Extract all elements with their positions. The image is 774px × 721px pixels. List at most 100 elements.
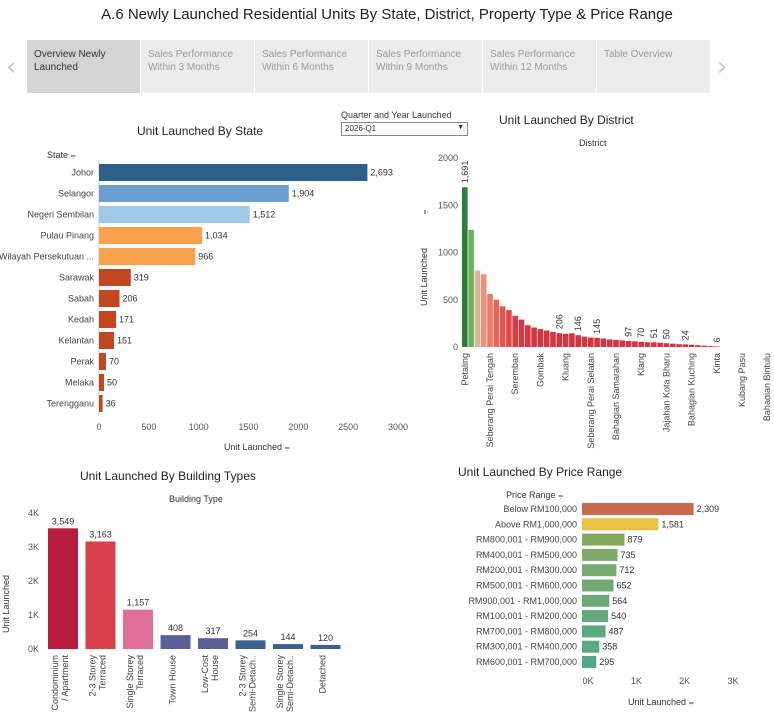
tick-label: 1000 [438, 248, 458, 258]
tick-label: RM600,001 - RM700,000 [476, 657, 577, 667]
tick-label: Kluang [561, 353, 571, 381]
tick-label: Above RM1,000,000 [495, 519, 577, 529]
data-label: 206 [123, 294, 138, 304]
tick-label: 2K [679, 676, 690, 686]
data-label: 1,904 [292, 189, 315, 199]
data-label: 879 [627, 535, 642, 545]
data-label: 540 [611, 611, 626, 621]
tick-label: Klang [636, 353, 646, 376]
y-axis-title: Unit Launched [419, 248, 429, 306]
data-label: 735 [621, 550, 636, 560]
sort-icon: ⩦ [419, 209, 429, 214]
quarter-filter-dropdown[interactable]: 2026-Q1 ▼ [341, 122, 468, 136]
bar [682, 344, 689, 347]
bar [714, 346, 720, 347]
bar [619, 340, 626, 347]
tick-label: 3K [28, 542, 39, 552]
bar [85, 541, 116, 649]
tick-label: 1500 [238, 422, 258, 432]
y-axis-title: Unit Launched [1, 575, 11, 633]
bar [123, 609, 153, 649]
tick-label: Pulau Pinang [40, 231, 94, 241]
data-label: 1,691 [460, 161, 470, 184]
bar [651, 342, 657, 347]
state-chart-title: Unit Launched By State [137, 124, 264, 138]
state-x-axis-title[interactable]: Unit Launched ⩦ [224, 442, 290, 452]
data-label: 408 [168, 623, 183, 633]
data-label: 6 [712, 337, 722, 342]
tick-label: Terengganu [46, 399, 94, 409]
tick-label: Single Storey [125, 655, 135, 709]
bar [582, 625, 606, 638]
tick-label: Terraced [98, 655, 108, 690]
sort-icon: ⩦ [70, 150, 76, 160]
data-label: 3,163 [89, 529, 112, 539]
data-label: 317 [205, 626, 220, 636]
data-label: 97 [624, 327, 634, 337]
tick-label: RM700,001 - RM800,000 [476, 626, 577, 636]
tick-label: Condominium [50, 655, 60, 711]
tick-label: Negeri Sembilan [27, 210, 94, 220]
tab-sales-3-months[interactable]: Sales Performance Within 3 Months [141, 40, 254, 93]
chevron-left-icon[interactable]: ‹ [6, 52, 17, 82]
data-label: 712 [619, 565, 634, 575]
data-label: 151 [117, 336, 132, 346]
bar [606, 339, 613, 347]
bar [506, 310, 512, 347]
data-label: 966 [198, 252, 213, 262]
data-label: 50 [661, 329, 671, 339]
bar [99, 227, 203, 244]
tick-label: Kelantan [58, 336, 94, 346]
data-label: 652 [617, 581, 632, 591]
data-label: 3,549 [52, 516, 75, 526]
tick-label: 1K [28, 610, 39, 620]
bar [657, 342, 663, 347]
tick-label: 4K [28, 508, 39, 518]
bar [582, 640, 600, 653]
data-label: 146 [573, 316, 583, 331]
bar [512, 315, 518, 347]
bar [582, 656, 597, 668]
tick-label: Selangor [58, 189, 94, 199]
tick-label: Jajahan Kota Bharu [661, 353, 671, 432]
building-bar-chart: 0K 1K 2K 3K 4K Unit Launched 3,549 Condominium /… [1, 508, 341, 712]
bar [99, 185, 289, 202]
price-category-header[interactable]: Price Range ⩦ [506, 490, 564, 500]
tick-label: / Apartment [60, 655, 70, 702]
building-chart-title: Unit Launched By Building Types [80, 469, 256, 483]
tick-label: Sarawak [59, 273, 95, 283]
bar [537, 329, 544, 347]
bar [531, 327, 537, 347]
chevron-right-icon[interactable]: › [717, 52, 728, 82]
tick-label: House [210, 655, 220, 681]
tick-label: Kinta [712, 353, 722, 374]
tab-sales-9-months[interactable]: Sales Performance Within 9 Months [369, 40, 482, 93]
bar [99, 269, 131, 286]
bar [99, 290, 120, 307]
data-label: 171 [119, 315, 134, 325]
data-label: 144 [280, 632, 295, 642]
sort-icon: ⩦ [558, 490, 564, 500]
bar [582, 594, 610, 607]
tick-label: RM900,001 - RM1,000,000 [468, 596, 577, 606]
state-category-header[interactable]: State ⩦ [47, 150, 76, 160]
bar [632, 341, 638, 347]
tick-label: 0 [96, 422, 101, 432]
bar [613, 339, 619, 347]
tab-overview-newly-launched[interactable]: Overview Newly Launched [27, 40, 140, 93]
tab-sales-12-months[interactable]: Sales Performance Within 12 Months [483, 40, 596, 93]
bar [594, 337, 600, 347]
data-label: 70 [636, 328, 646, 338]
tab-table-overview[interactable]: Table Overview [597, 40, 710, 93]
bar [273, 644, 303, 649]
price-x-axis-title[interactable]: Unit Launched ⩦ [628, 697, 694, 707]
filter-value: 2026-Q1 [345, 124, 377, 133]
tab-sales-6-months[interactable]: Sales Performance Within 6 Months [255, 40, 368, 93]
bar [582, 503, 694, 515]
bar [582, 579, 614, 592]
tick-label: RM400,001 - RM500,000 [476, 550, 577, 560]
tick-label: 0 [453, 342, 458, 352]
tick-label: 500 [141, 422, 156, 432]
district-chart-title: Unit Launched By District [499, 113, 634, 127]
tick-label: Low-Cost [200, 655, 210, 694]
